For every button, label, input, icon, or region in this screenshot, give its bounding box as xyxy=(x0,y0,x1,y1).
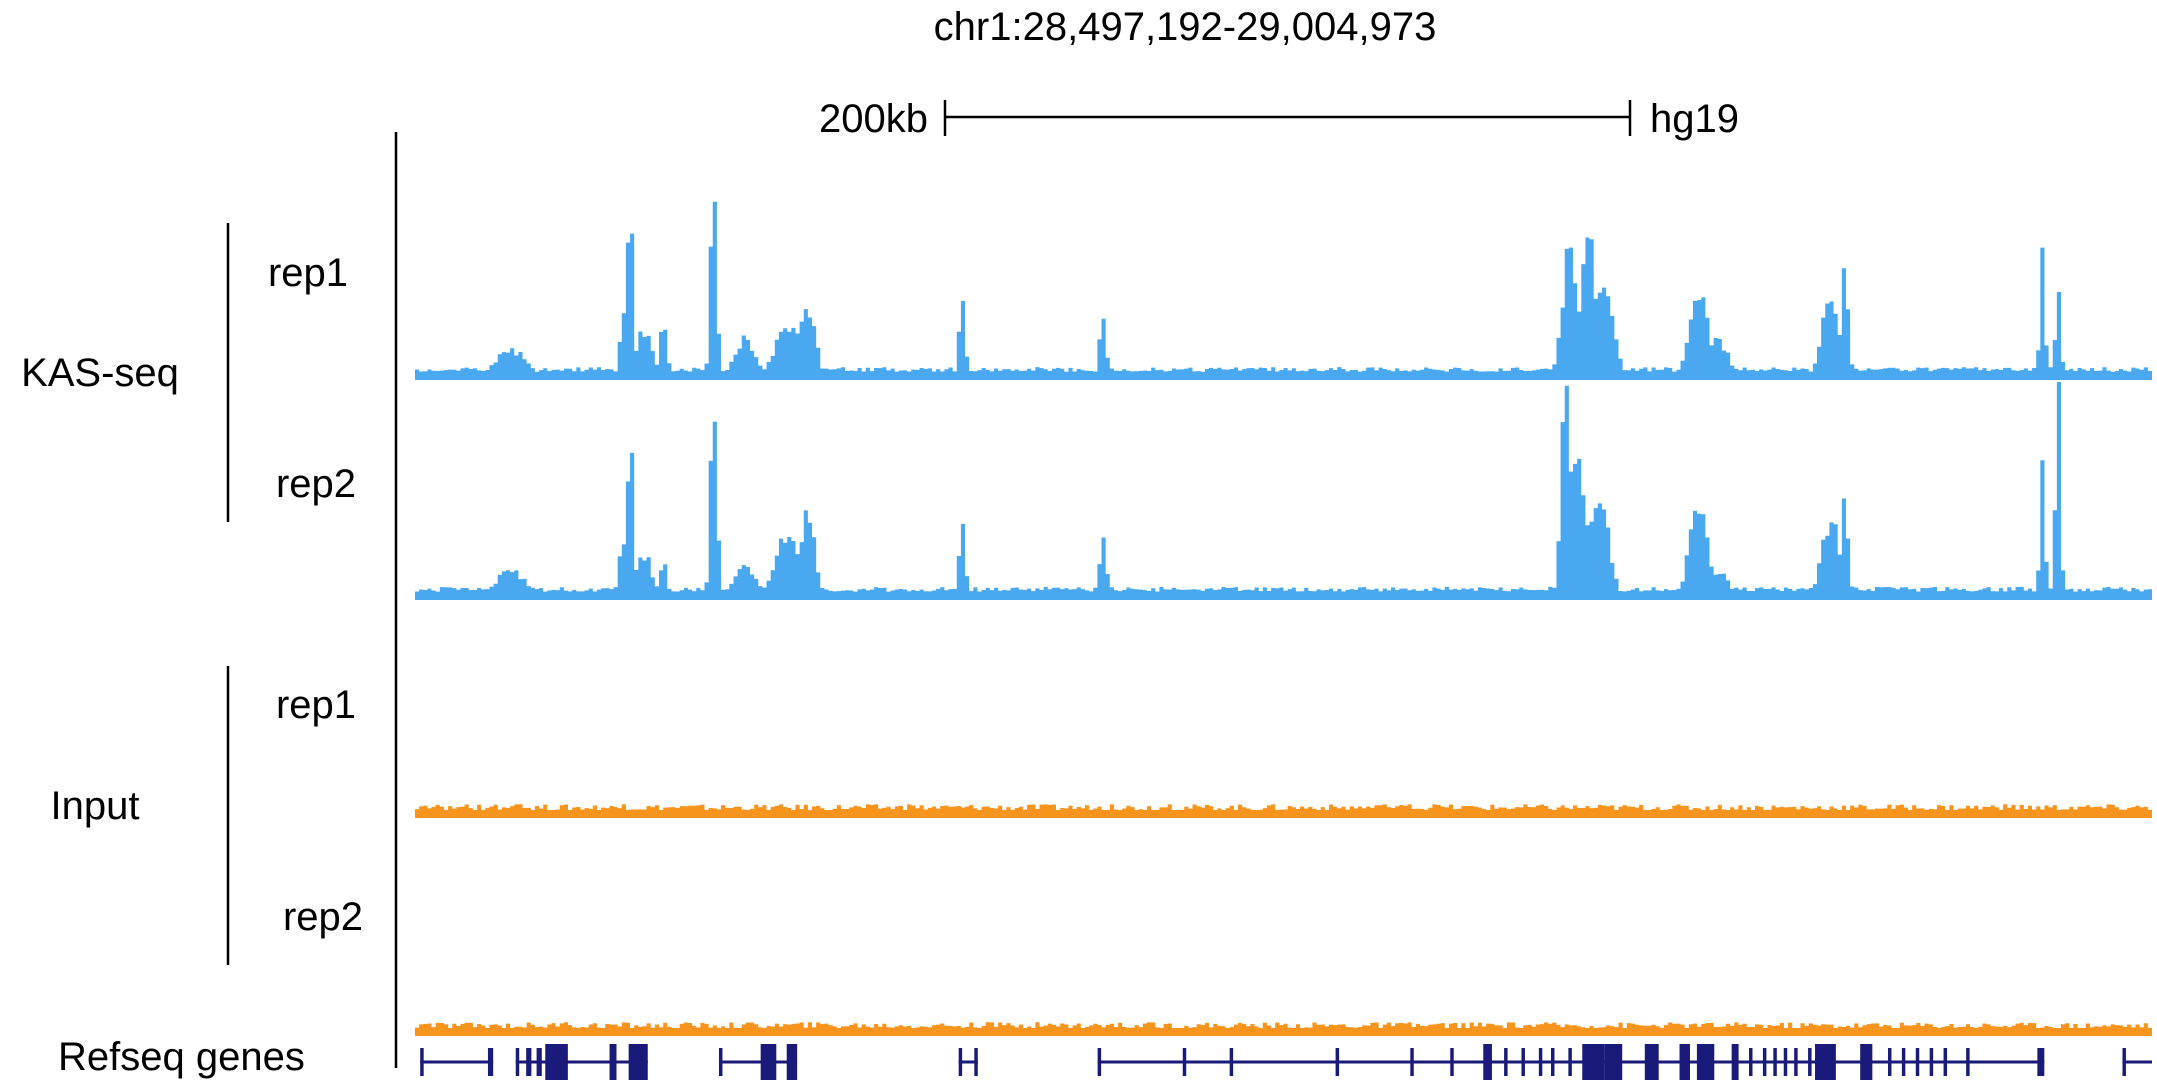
gene-exon xyxy=(958,1048,963,1076)
track-kas-seq-rep2 xyxy=(415,382,2152,600)
gene-exon xyxy=(718,1048,723,1076)
gene-exon xyxy=(1773,1048,1777,1076)
signal-area xyxy=(415,382,2152,597)
gene-exon xyxy=(1521,1048,1525,1076)
gene-exon xyxy=(515,1048,520,1076)
gene-exon xyxy=(1335,1048,1340,1076)
kas-seq-group: KAS-seq rep1 rep2 xyxy=(21,223,356,522)
signal-baseline xyxy=(415,592,2152,600)
gene-exon xyxy=(1966,1048,1970,1076)
gene-exon xyxy=(1582,1044,1605,1080)
gene-5 xyxy=(1097,1044,2045,1080)
gene-2 xyxy=(515,1044,648,1080)
gene-exon xyxy=(786,1044,798,1080)
scale-bar-label: 200kb xyxy=(819,97,928,141)
gene-exon xyxy=(1182,1048,1187,1076)
gene-exon xyxy=(536,1048,542,1076)
gene-1 xyxy=(420,1048,494,1076)
signal-tracks xyxy=(415,201,2152,1036)
kas-seq-label: KAS-seq xyxy=(21,351,179,395)
gene-exon xyxy=(609,1044,617,1080)
gene-exon xyxy=(1808,1048,1812,1076)
gene-track xyxy=(420,1044,2152,1080)
gene-exon xyxy=(1749,1048,1753,1076)
scale-bar-genome: hg19 xyxy=(1650,97,1739,141)
gene-exon xyxy=(1679,1044,1690,1080)
gene-4 xyxy=(958,1048,978,1076)
input-group: Input rep1 rep2 xyxy=(51,666,363,965)
gene-exon xyxy=(1901,1048,1906,1076)
gene-exon xyxy=(2037,1048,2045,1076)
input-rep2-label: rep2 xyxy=(283,895,363,939)
gene-exon xyxy=(1568,1048,1572,1076)
gene-exon xyxy=(1794,1048,1798,1076)
gene-exon xyxy=(2122,1048,2126,1076)
gene-exon xyxy=(760,1044,777,1080)
gene-exon xyxy=(1450,1048,1454,1076)
gene-exon xyxy=(487,1048,494,1076)
gene-6 xyxy=(2122,1048,2152,1076)
gene-exon xyxy=(1815,1044,1836,1080)
signal-area xyxy=(415,201,2152,377)
input-rep1-label: rep1 xyxy=(276,683,356,727)
kas-seq-rep2-label: rep2 xyxy=(276,462,356,506)
track-kas-seq-rep1 xyxy=(415,201,2152,380)
gene-3 xyxy=(718,1044,798,1080)
gene-exon xyxy=(1731,1044,1739,1080)
gene-exon xyxy=(974,1048,978,1076)
gene-exon xyxy=(1644,1044,1659,1080)
gene-exon xyxy=(526,1048,532,1076)
signal-baseline xyxy=(415,1028,2152,1036)
gene-exon xyxy=(420,1048,424,1076)
kas-seq-rep1-label: rep1 xyxy=(268,251,348,295)
signal-baseline xyxy=(415,372,2152,380)
gene-exon xyxy=(1929,1048,1934,1076)
gene-exon xyxy=(1783,1048,1788,1076)
gene-exon xyxy=(1410,1048,1414,1076)
gene-exon xyxy=(1550,1048,1555,1076)
gene-exon xyxy=(1860,1044,1873,1080)
track-input-rep1 xyxy=(415,804,2152,818)
chart-title: chr1:28,497,192-29,004,973 xyxy=(934,5,1437,49)
gene-exon xyxy=(628,1044,648,1080)
track-input-rep2 xyxy=(415,1022,2152,1036)
gene-exon xyxy=(1943,1048,1948,1076)
gene-exon xyxy=(1696,1044,1715,1080)
refseq-genes-label: Refseq genes xyxy=(58,1035,305,1079)
gene-exon xyxy=(545,1044,568,1080)
scale-bar: 200kb hg19 xyxy=(819,97,1739,141)
gene-exon xyxy=(1762,1048,1767,1076)
gene-exon xyxy=(1504,1048,1508,1076)
gene-exon xyxy=(1097,1048,1102,1076)
gene-exon xyxy=(1915,1048,1920,1076)
gene-exon xyxy=(1229,1048,1234,1076)
signal-baseline xyxy=(415,810,2152,818)
gene-exon xyxy=(1604,1044,1623,1080)
input-label: Input xyxy=(51,784,140,828)
gene-exon xyxy=(1538,1048,1543,1076)
gene-exon xyxy=(1483,1044,1492,1080)
gene-exon xyxy=(1887,1048,1892,1076)
